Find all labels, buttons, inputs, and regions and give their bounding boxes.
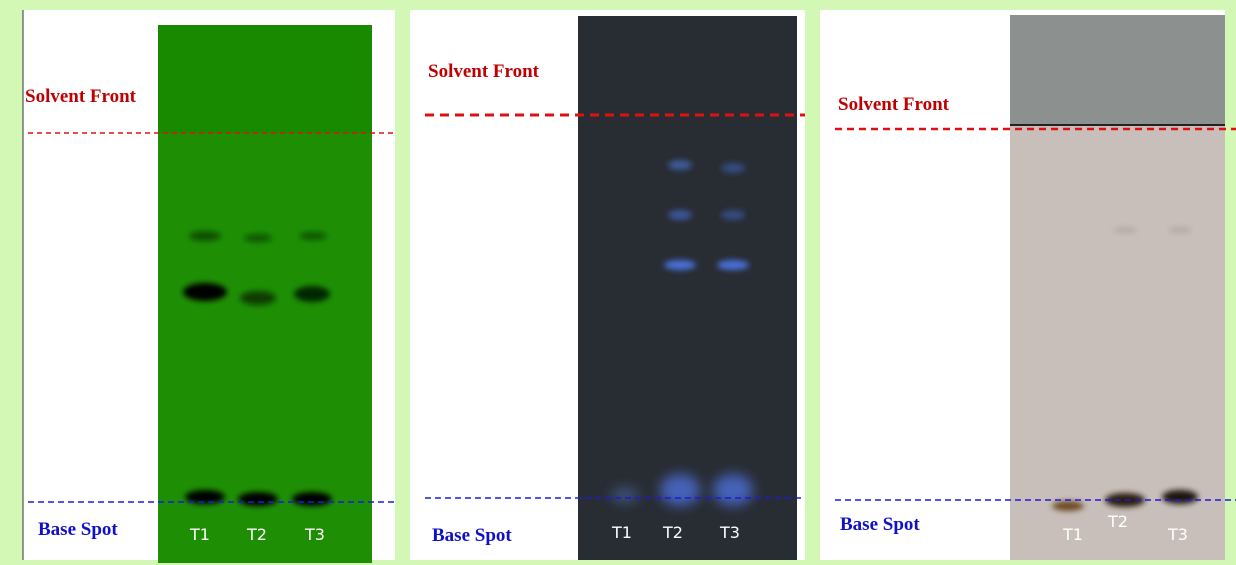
lane-label: T3 [1167, 525, 1188, 544]
lane-label: T3 [719, 523, 740, 542]
solvent-front-label: Solvent Front [428, 61, 540, 82]
lane-label: T1 [189, 525, 210, 544]
lane-label: T3 [304, 525, 325, 544]
plate-top [1010, 15, 1225, 127]
solvent-front-label: Solvent Front [25, 86, 137, 107]
base-spot-label: Base Spot [432, 525, 512, 546]
base-spot-label: Base Spot [840, 514, 920, 535]
lane-label: T2 [662, 523, 683, 542]
base-spot-label: Base Spot [38, 519, 118, 540]
lane-label: T2 [246, 525, 267, 544]
solvent-front-label: Solvent Front [838, 94, 950, 115]
lane-label: T1 [611, 523, 632, 542]
lane-label: T1 [1062, 525, 1083, 544]
plate-top [158, 25, 372, 133]
lane-label: T2 [1107, 512, 1128, 531]
figure: Solvent Front Base Spot T1 T2 T3 Solvent Fron… [0, 0, 1236, 565]
